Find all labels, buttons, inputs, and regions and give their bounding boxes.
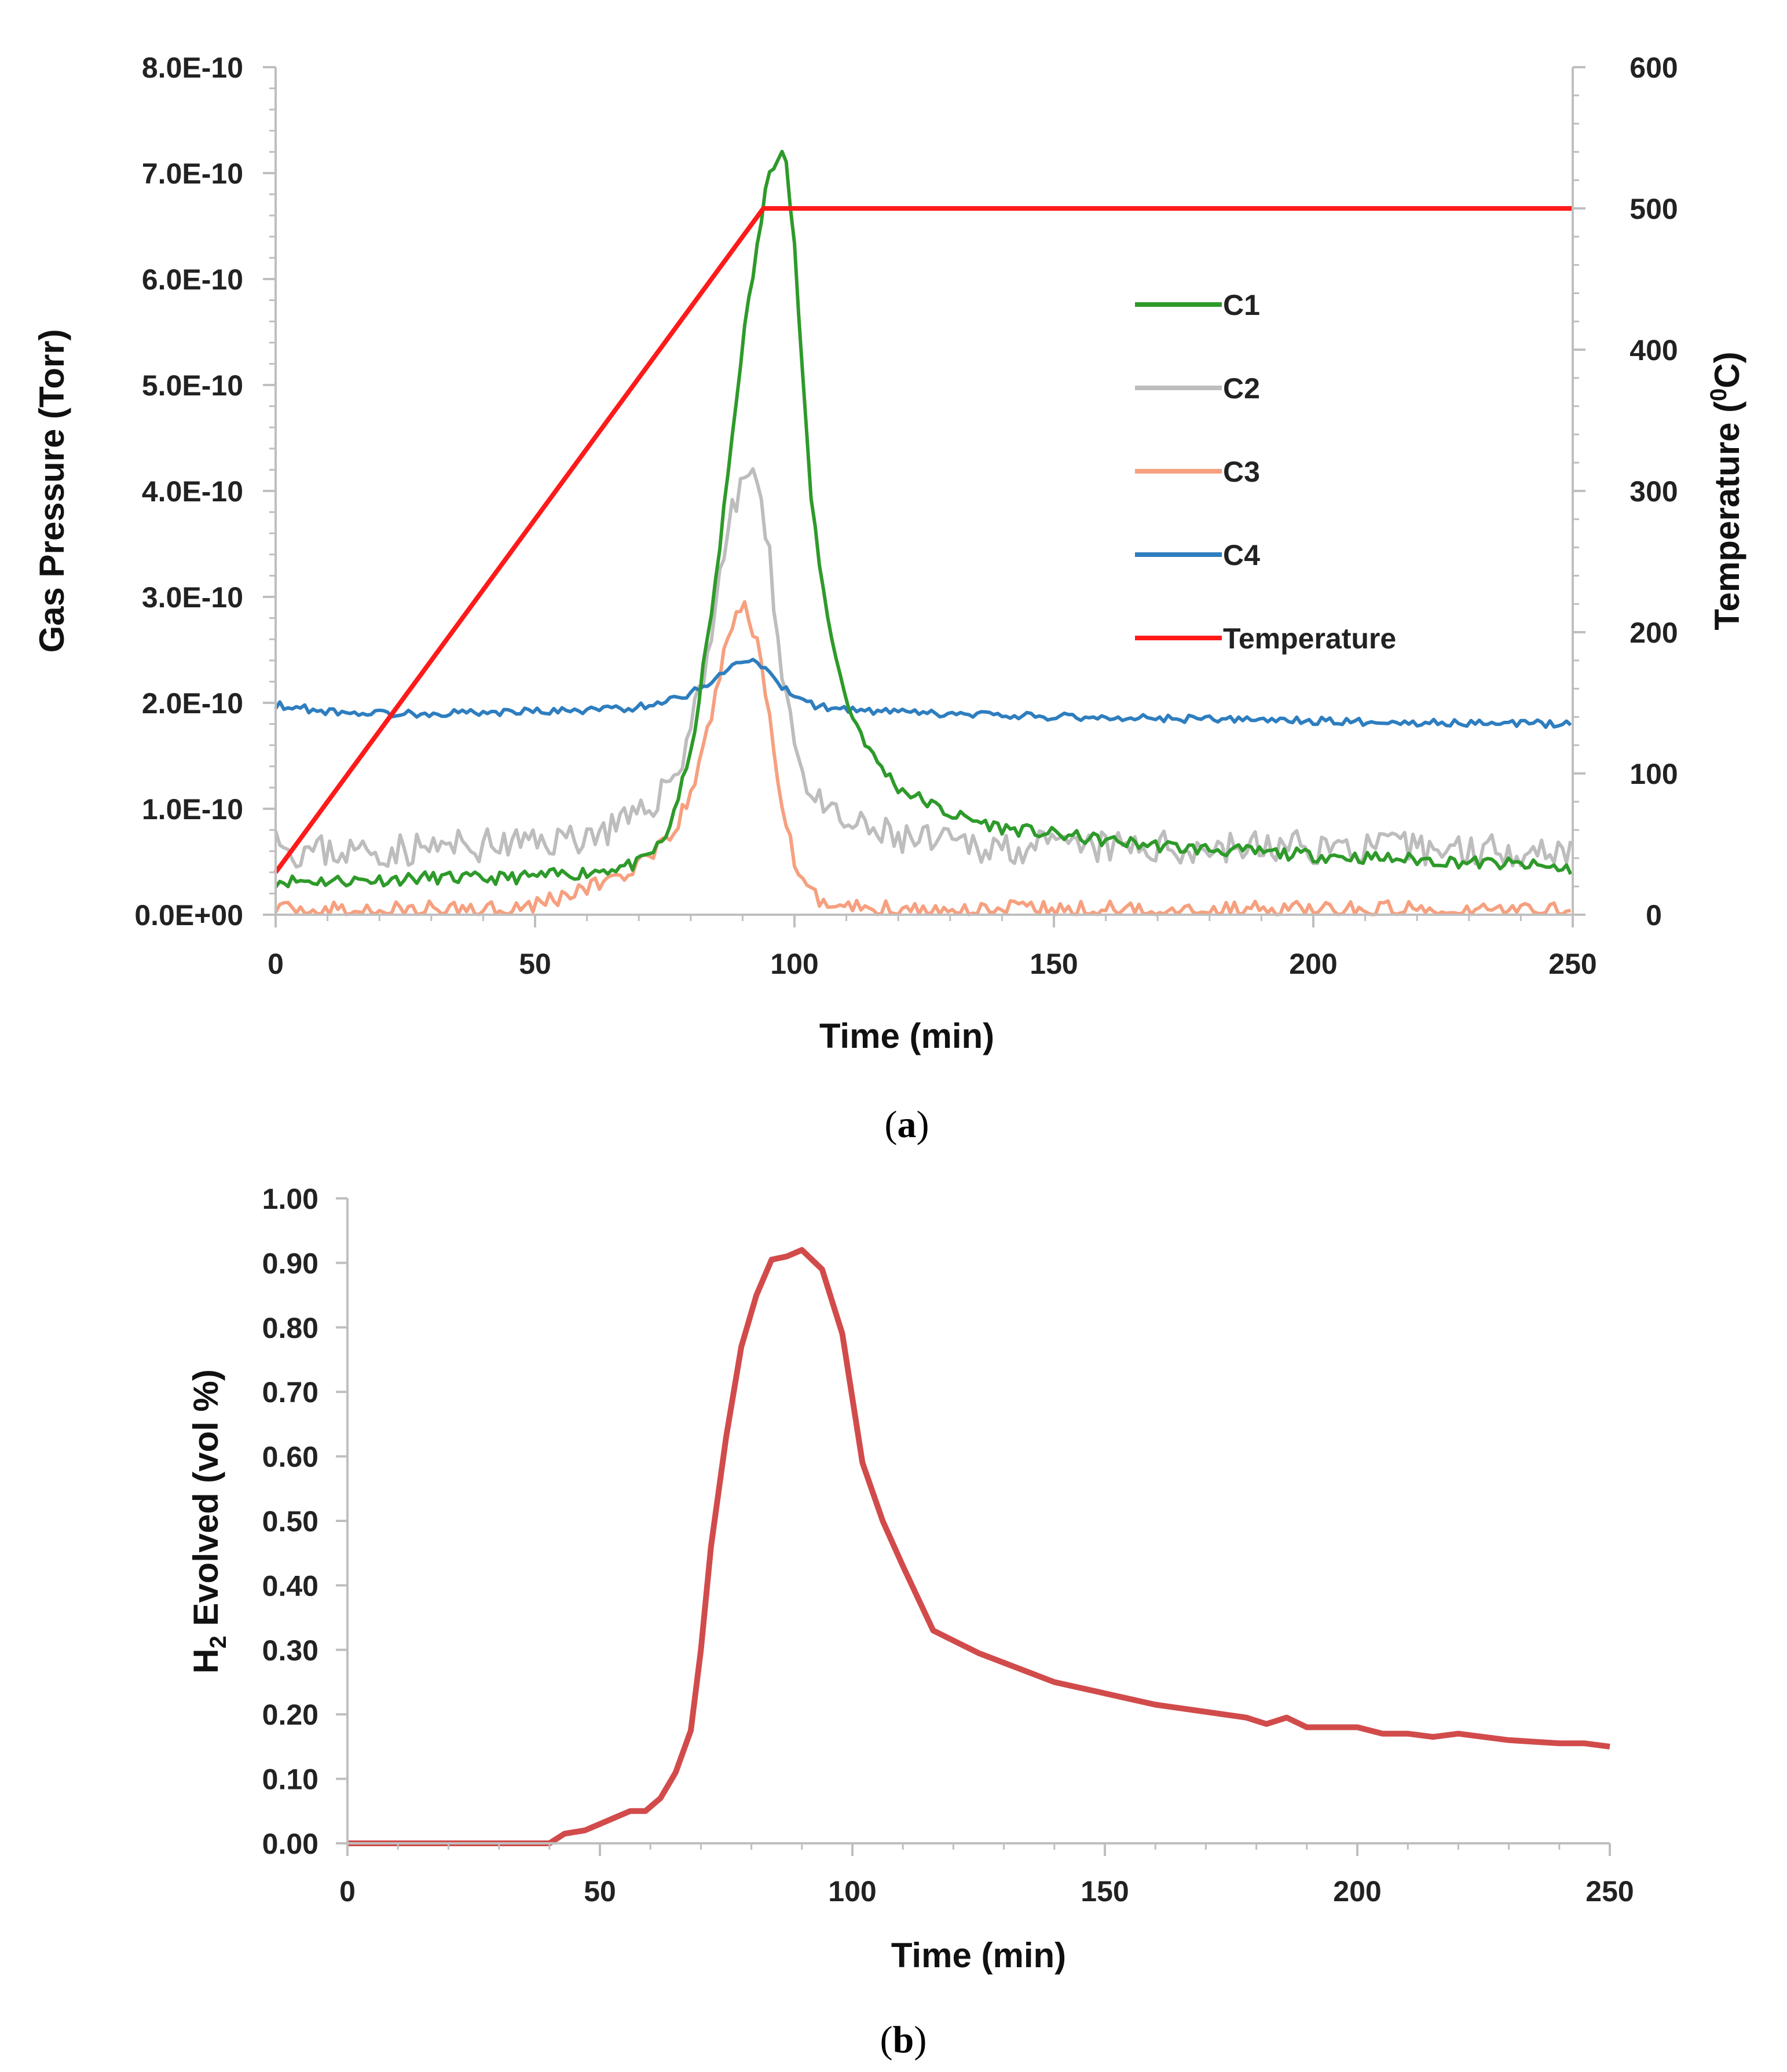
panel-a-legend: C1 C2 C3 C4 Temperature bbox=[1135, 289, 1396, 655]
panel-a-x-tick-label: 150 bbox=[1030, 948, 1078, 980]
panel-b-y-tick-label: 0.60 bbox=[262, 1441, 318, 1473]
panel-b-caption: (b) bbox=[880, 2019, 927, 2061]
legend-label-c2: C2 bbox=[1223, 372, 1260, 405]
panel-a-y2-tick-label: 600 bbox=[1629, 52, 1678, 84]
panel-a-y2-tick-label: 200 bbox=[1629, 617, 1678, 649]
panel-a-y2-tick-label: 300 bbox=[1629, 475, 1678, 508]
panel-a-y-tick-label: 8.0E-10 bbox=[142, 52, 243, 84]
panel-a-y-tick-label: 3.0E-10 bbox=[142, 581, 243, 614]
panel-b-y-tick-label: 0.70 bbox=[262, 1376, 318, 1409]
panel-a-y2-tick-label: 0 bbox=[1646, 899, 1662, 932]
panel-a-y-tick-label: 4.0E-10 bbox=[142, 475, 243, 508]
panel-b-x-tick-label: 100 bbox=[828, 1875, 876, 1908]
panel-b-plot-area bbox=[347, 1198, 1610, 1843]
panel-b-y-tick-label: 0.80 bbox=[262, 1312, 318, 1344]
legend-label-c1: C1 bbox=[1223, 289, 1260, 321]
panel-b-chart: 0.00 0.10 0.20 0.30 0.40 0.50 0.60 0.70 0.80 0.90… bbox=[186, 1183, 1634, 2061]
panel-a-x-axis-title: Time (min) bbox=[819, 1017, 994, 1055]
panel-a-tick-group: 0.0E+00 1.0E-10 2.0E-10 3.0E-10 4.0E-10 5.0E-… bbox=[134, 52, 1678, 980]
panel-a-y2-tick-label: 400 bbox=[1629, 334, 1678, 366]
panel-a-x-tick-label: 50 bbox=[519, 948, 551, 980]
series-line-temperature bbox=[273, 206, 1573, 874]
panel-b-y-tick-label: 0.90 bbox=[262, 1247, 318, 1279]
panel-b-y-tick-label: 0.10 bbox=[262, 1763, 318, 1796]
legend-label-c4: C4 bbox=[1223, 539, 1260, 571]
panel-a-chart: 0.0E+00 1.0E-10 2.0E-10 3.0E-10 4.0E-10 5.0E-… bbox=[32, 52, 1746, 1146]
panel-a-series-group bbox=[273, 149, 1573, 916]
panel-b-x-tick-label: 250 bbox=[1585, 1875, 1634, 1908]
series-line-c4 bbox=[274, 658, 1572, 729]
panel-a-plot-area bbox=[276, 67, 1573, 915]
panel-b-x-axis-title: Time (min) bbox=[891, 1936, 1066, 1975]
panel-a-y-tick-label: 7.0E-10 bbox=[142, 157, 243, 190]
panel-a-y-tick-label: 5.0E-10 bbox=[142, 369, 243, 402]
panel-a-y-tick-label: 6.0E-10 bbox=[142, 263, 243, 296]
panel-a-y2-tick-label: 500 bbox=[1629, 193, 1678, 225]
panel-a-y-tick-label: 2.0E-10 bbox=[142, 687, 243, 720]
panel-a-caption: (a) bbox=[885, 1103, 929, 1146]
panel-a-right-axis-title: Temperature (0C) bbox=[1706, 351, 1746, 630]
series-line-h2 bbox=[347, 1247, 1610, 1846]
legend-label-c3: C3 bbox=[1223, 456, 1260, 488]
panel-a-x-tick-label: 200 bbox=[1289, 948, 1337, 980]
series-line-c1 bbox=[274, 149, 1573, 889]
panel-b-y-tick-label: 0.40 bbox=[262, 1569, 318, 1602]
panel-b-series-group bbox=[347, 1247, 1610, 1846]
panel-a-x-tick-label: 0 bbox=[268, 948, 284, 980]
panel-a-y2-tick-label: 100 bbox=[1629, 758, 1678, 790]
panel-b-x-tick-label: 200 bbox=[1333, 1875, 1381, 1908]
panel-b-y-axis-title: H2 Evolved (vol %) bbox=[186, 1369, 231, 1674]
panel-b-x-tick-label: 150 bbox=[1081, 1875, 1129, 1908]
panel-a-x-tick-label: 250 bbox=[1548, 948, 1596, 980]
panel-a-y-tick-label: 0.0E+00 bbox=[134, 899, 243, 932]
panel-a-x-tick-label: 100 bbox=[770, 948, 818, 980]
panel-b-x-tick-label: 0 bbox=[339, 1875, 356, 1908]
panel-b-y-tick-label: 0.20 bbox=[262, 1699, 318, 1731]
panel-a-left-axis-title: Gas Pressure (Torr) bbox=[32, 329, 71, 652]
panel-b-y-tick-label: 0.00 bbox=[262, 1828, 318, 1860]
panel-b-x-tick-label: 50 bbox=[584, 1875, 616, 1908]
panel-b-tick-group: 0.00 0.10 0.20 0.30 0.40 0.50 0.60 0.70 0.80 0.90… bbox=[262, 1183, 1634, 1908]
panel-a-y-tick-label: 1.0E-10 bbox=[142, 793, 243, 826]
panel-b-y-tick-label: 0.30 bbox=[262, 1634, 318, 1667]
panel-b-y-tick-label: 1.00 bbox=[262, 1183, 318, 1215]
legend-label-temperature: Temperature bbox=[1223, 622, 1396, 655]
panel-b-y-tick-label: 0.50 bbox=[262, 1505, 318, 1538]
